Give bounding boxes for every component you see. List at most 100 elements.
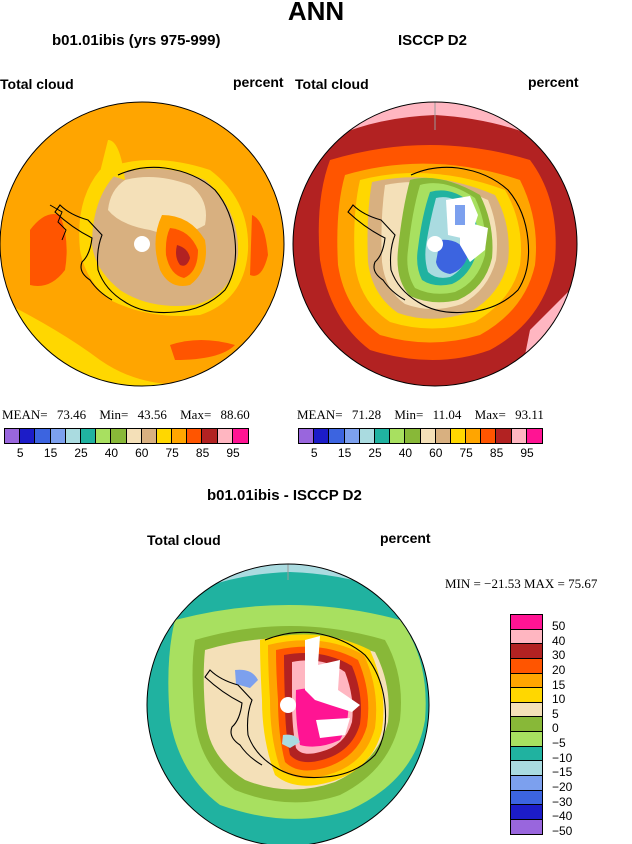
diff-right-label: percent — [380, 530, 431, 546]
colorbar-label: 85 — [489, 446, 504, 460]
colorbar-swatch — [172, 429, 188, 443]
colorbar-label: 95 — [520, 446, 534, 460]
colorbar-label: 40 — [104, 446, 119, 460]
d-border — [146, 563, 430, 844]
colorbar-swatch — [481, 429, 497, 443]
diff-colorbar-label: −20 — [552, 779, 573, 794]
diff-colorbar-swatch — [511, 644, 542, 659]
colorbar-swatch — [126, 429, 142, 443]
colorbar-swatch — [156, 429, 173, 443]
panel2-min: 11.04 — [432, 407, 462, 422]
diff-colorbar-swatch — [511, 746, 542, 762]
colorbar-swatch — [420, 429, 436, 443]
p1-field-80a — [30, 214, 67, 286]
diff-colorbar-swatch — [511, 673, 542, 689]
colorbar-swatch — [111, 429, 127, 443]
d-missing-b — [316, 718, 350, 738]
colorbar-label: 95 — [226, 446, 240, 460]
colorbar-swatch — [511, 429, 527, 443]
diff-colorbar-label: 5 — [552, 706, 559, 721]
colorbar-label: 5 — [310, 446, 318, 460]
panel1-max: 88.60 — [220, 407, 250, 422]
diff-colorbar-swatch — [511, 629, 542, 645]
colorbar-right — [298, 428, 543, 444]
panel2-map — [293, 102, 577, 386]
diff-colorbar-swatch — [511, 658, 542, 674]
panel1-mean-label: MEAN= — [2, 407, 48, 422]
diff-colorbar-label: 10 — [552, 692, 566, 707]
colorbar-swatch — [96, 429, 112, 443]
panel1-map — [0, 102, 284, 386]
panel2-mean-label: MEAN= — [297, 407, 343, 422]
diff-colorbar-swatch — [511, 702, 542, 718]
colorbar-swatch — [217, 429, 233, 443]
colorbar-left — [4, 428, 249, 444]
d-pole — [280, 697, 296, 713]
diff-colorbar — [510, 614, 543, 836]
diff-colorbar-label: −5 — [552, 736, 566, 751]
colorbar-swatch — [526, 429, 542, 443]
panel1-mean: 73.46 — [56, 407, 87, 422]
p1-coastline — [54, 166, 237, 314]
diff-colorbar-label: −30 — [552, 794, 573, 809]
diff-colorbar-label: 15 — [552, 677, 566, 692]
colorbar-swatch — [299, 429, 315, 443]
d-field-m20 — [235, 669, 258, 688]
panel1-title: b01.01ibis (yrs 975-999) — [52, 32, 221, 49]
diff-colorbar-label: 40 — [552, 633, 566, 648]
colorbar-swatch — [329, 429, 345, 443]
colorbar-label: 60 — [135, 446, 149, 460]
p2-missing-b — [460, 220, 488, 262]
panel1-min-label: Min= — [99, 407, 129, 422]
colorbar-swatch — [202, 429, 218, 443]
diff-colorbar-label: 0 — [552, 721, 559, 736]
colorbar-swatch — [390, 429, 406, 443]
panel1-max-label: Max= — [180, 407, 212, 422]
panel2-min-label: Min= — [394, 407, 424, 422]
colorbar-swatch — [405, 429, 421, 443]
diff-colorbar-label: −10 — [552, 750, 573, 765]
diff-colorbar-label: −15 — [552, 765, 573, 780]
diff-colorbar-swatch — [511, 805, 542, 820]
colorbar-swatch — [20, 429, 36, 443]
colorbar-label: 25 — [368, 446, 382, 460]
diff-colorbar-label: 20 — [552, 662, 566, 677]
p2-field-15 — [436, 239, 468, 274]
colorbar-label: 40 — [398, 446, 413, 460]
p1-border — [0, 101, 285, 387]
diff-minmax: MIN = −21.53 MAX = 75.67 — [445, 576, 598, 591]
diff-colorbar-swatch — [511, 819, 542, 835]
colorbar-swatch — [35, 429, 51, 443]
colorbar-swatch — [80, 429, 97, 443]
diff-colorbar-swatch — [511, 732, 542, 747]
diff-colorbar-swatch — [511, 717, 542, 732]
panel2-max: 93.11 — [515, 407, 544, 422]
panel2-right-label: percent — [528, 74, 579, 90]
colorbar-swatch — [344, 429, 360, 443]
p1-coastline-b — [49, 204, 67, 241]
colorbar-swatch — [466, 429, 482, 443]
panel1-min: 43.56 — [137, 407, 167, 422]
p1-pole — [134, 236, 150, 252]
main-title: ANN — [287, 0, 345, 26]
panel1-left-label: Total cloud — [0, 76, 74, 92]
p1-field-80b — [250, 215, 268, 276]
colorbar-swatch — [359, 429, 375, 443]
panel2-title: ISCCP D2 — [398, 32, 467, 49]
panel1-stats: MEAN= 73.46 Min= 43.56 Max= 88.60 — [2, 407, 250, 423]
diff-colorbar-label: 50 — [552, 619, 566, 633]
diff-left-label: Total cloud — [147, 532, 221, 548]
colorbar-swatch — [435, 429, 451, 443]
colorbar-label: 85 — [195, 446, 210, 460]
d-missing-a — [305, 636, 360, 712]
colorbar-label: 15 — [43, 446, 58, 460]
d-field-m15b — [282, 734, 300, 748]
diff-colorbar-swatch — [511, 775, 542, 791]
colorbar-swatch — [496, 429, 512, 443]
p1-field-85-interior — [176, 245, 190, 266]
colorbar-swatch — [50, 429, 66, 443]
colorbar-swatch — [65, 429, 81, 443]
colorbar-label: 15 — [337, 446, 352, 460]
p1-field-80c — [170, 340, 235, 360]
